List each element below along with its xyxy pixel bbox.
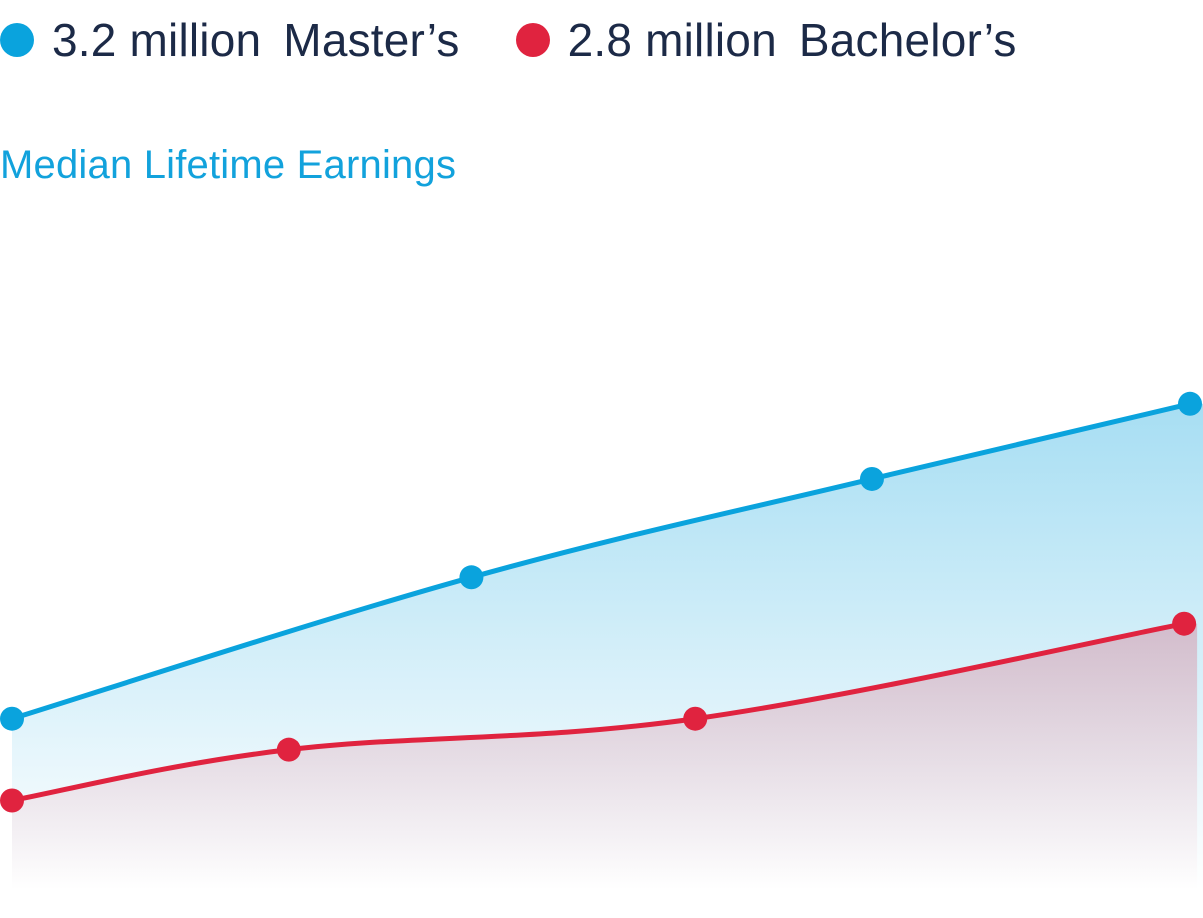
data-point-masters-3 [859, 466, 884, 491]
data-point-bachelors-4 [1172, 611, 1197, 636]
area-fill-bachelors [12, 623, 1198, 890]
legend-dot-masters [0, 23, 34, 57]
legend-dot-bachelors [515, 23, 550, 57]
data-point-masters-4 [1178, 391, 1202, 416]
chart-title: Median Lifetime Earnings [0, 143, 457, 187]
data-point-bachelors-1 [0, 788, 24, 813]
data-point-masters-1 [0, 706, 24, 731]
legend-label-bachelors: Bachelor’s [798, 14, 1017, 66]
series-line-masters [9, 401, 1193, 722]
legend-item-bachelors: 2.8 million Bachelor’s [515, 13, 1017, 67]
legend-label-masters: Master’s [283, 14, 460, 66]
chart-legend: 3.2 million Master’s 2.8 million Bachelo… [0, 10, 1073, 70]
data-point-bachelors-3 [683, 706, 708, 731]
data-point-masters-2 [459, 565, 484, 590]
legend-item-masters: 3.2 million Master’s [0, 13, 460, 67]
legend-value-bachelors: 2.8 million [567, 14, 777, 66]
legend-value-masters: 3.2 million [52, 14, 262, 66]
data-point-bachelors-2 [276, 737, 301, 762]
series-line-bachelors [9, 621, 1187, 803]
